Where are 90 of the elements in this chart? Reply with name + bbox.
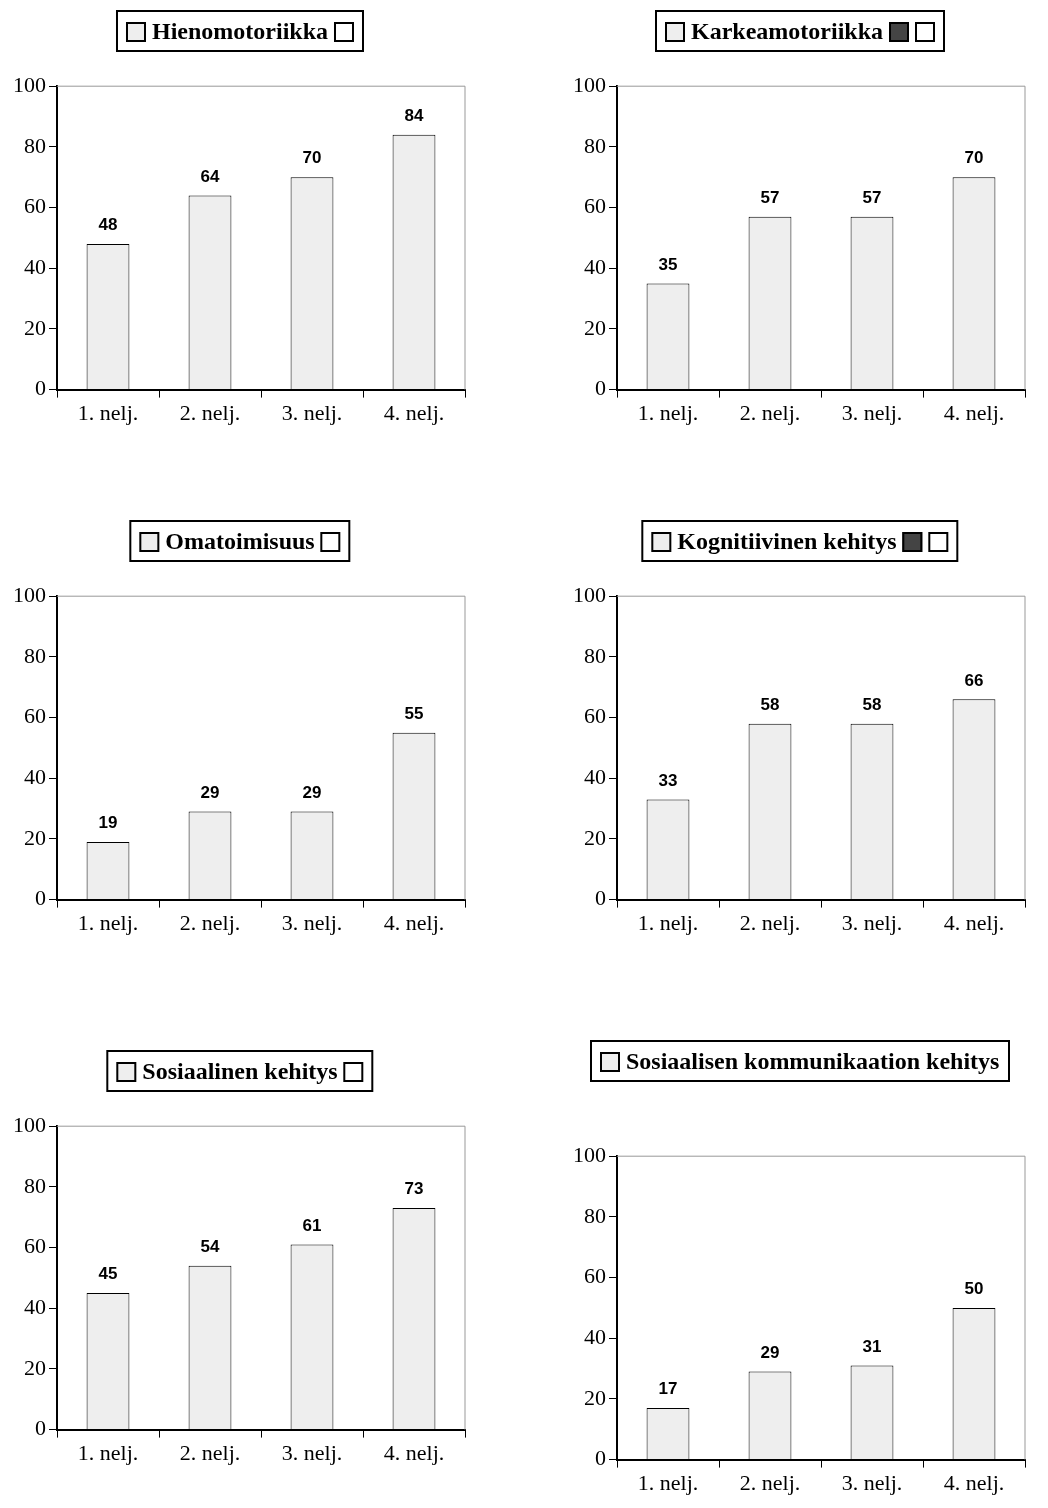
- y-tick-label: 0: [35, 375, 46, 401]
- y-tick-label: 20: [24, 314, 46, 340]
- data-label: 55: [404, 703, 424, 723]
- y-tick-label: 20: [24, 824, 46, 850]
- x-tick-label: 2. nelj.: [179, 909, 241, 935]
- y-tick-label: 40: [584, 1324, 606, 1350]
- x-tick-label: 3. nelj.: [841, 1469, 903, 1495]
- y-tick-label: 100: [573, 581, 606, 607]
- data-label: 57: [862, 187, 882, 207]
- x-tick-label: 4. nelj.: [383, 909, 445, 935]
- y-tick-label: 100: [13, 71, 46, 97]
- x-tick-label: 1. nelj.: [637, 1469, 699, 1495]
- y-tick-label: 80: [584, 642, 606, 668]
- data-label: 29: [302, 782, 322, 802]
- data-label: 84: [404, 105, 424, 125]
- x-tick-label: 3. nelj.: [281, 909, 343, 935]
- chart-title: Sosiaalisen kommunikaation kehitys: [626, 1047, 1000, 1076]
- data-label: 31: [862, 1336, 882, 1356]
- y-tick-label: 100: [573, 71, 606, 97]
- data-label: 50: [964, 1279, 984, 1299]
- x-tick-label: 1. nelj.: [637, 909, 699, 935]
- x-tick-label: 1. nelj.: [77, 399, 139, 425]
- chart-title: Hienomotoriikka: [151, 17, 329, 46]
- y-tick-label: 60: [24, 1233, 46, 1259]
- y-tick-label: 60: [24, 193, 46, 219]
- x-tick-label: 2. nelj.: [739, 909, 801, 935]
- x-tick-label: 4. nelj.: [383, 399, 445, 425]
- y-tick-label: 20: [584, 314, 606, 340]
- y-tick-label: 20: [584, 1384, 606, 1410]
- y-tick-label: 20: [24, 1354, 46, 1380]
- y-tick-label: 100: [573, 1141, 606, 1167]
- y-tick-label: 100: [13, 1111, 46, 1137]
- y-tick-label: 0: [35, 885, 46, 911]
- y-tick-label: 40: [24, 254, 46, 280]
- y-tick-label: 20: [584, 824, 606, 850]
- data-label: 58: [760, 694, 780, 714]
- data-label: 54: [200, 1236, 220, 1256]
- data-label: 57: [760, 187, 780, 207]
- data-label: 33: [658, 770, 678, 790]
- data-label: 29: [200, 782, 220, 802]
- data-label: 73: [404, 1179, 424, 1199]
- y-tick-label: 80: [24, 132, 46, 158]
- x-tick-label: 2. nelj.: [739, 399, 801, 425]
- y-tick-label: 80: [584, 1202, 606, 1228]
- y-tick-label: 40: [584, 254, 606, 280]
- data-label: 64: [200, 166, 220, 186]
- x-tick-label: 1. nelj.: [637, 399, 699, 425]
- y-tick-label: 60: [584, 1263, 606, 1289]
- y-tick-label: 60: [584, 703, 606, 729]
- data-label: 48: [98, 215, 118, 235]
- y-tick-label: 0: [595, 375, 606, 401]
- y-tick-label: 0: [595, 1445, 606, 1471]
- data-label: 17: [658, 1379, 678, 1399]
- chart-title: Sosiaalinen kehitys: [142, 1057, 338, 1086]
- x-tick-label: 1. nelj.: [77, 909, 139, 935]
- data-label: 19: [98, 813, 118, 833]
- chart-title: Kognitiivinen kehitys: [677, 527, 897, 556]
- y-tick-label: 40: [24, 1294, 46, 1320]
- x-tick-label: 4. nelj.: [383, 1439, 445, 1465]
- data-label: 29: [760, 1342, 780, 1362]
- x-tick-label: 3. nelj.: [281, 399, 343, 425]
- data-label: 70: [302, 148, 322, 168]
- y-tick-label: 80: [24, 1172, 46, 1198]
- data-label: 35: [658, 254, 678, 274]
- y-tick-label: 40: [584, 764, 606, 790]
- chart-title: Karkeamotoriikka: [691, 17, 883, 46]
- x-tick-label: 1. nelj.: [77, 1439, 139, 1465]
- data-label: 70: [964, 148, 984, 168]
- y-tick-label: 60: [24, 703, 46, 729]
- data-label: 66: [964, 670, 984, 690]
- data-label: 45: [98, 1264, 118, 1284]
- x-tick-label: 4. nelj.: [943, 399, 1005, 425]
- y-tick-label: 100: [13, 581, 46, 607]
- x-tick-label: 2. nelj.: [739, 1469, 801, 1495]
- y-tick-label: 40: [24, 764, 46, 790]
- y-tick-label: 80: [24, 642, 46, 668]
- x-tick-label: 2. nelj.: [179, 1439, 241, 1465]
- data-label: 58: [862, 694, 882, 714]
- chart-title: Omatoimisuus: [165, 527, 315, 556]
- x-tick-label: 2. nelj.: [179, 399, 241, 425]
- x-tick-label: 3. nelj.: [841, 399, 903, 425]
- x-tick-label: 3. nelj.: [841, 909, 903, 935]
- y-tick-label: 80: [584, 132, 606, 158]
- y-tick-label: 0: [595, 885, 606, 911]
- x-tick-label: 4. nelj.: [943, 1469, 1005, 1495]
- x-tick-label: 3. nelj.: [281, 1439, 343, 1465]
- data-label: 61: [302, 1215, 322, 1235]
- y-tick-label: 0: [35, 1415, 46, 1441]
- x-tick-label: 4. nelj.: [943, 909, 1005, 935]
- y-tick-label: 60: [584, 193, 606, 219]
